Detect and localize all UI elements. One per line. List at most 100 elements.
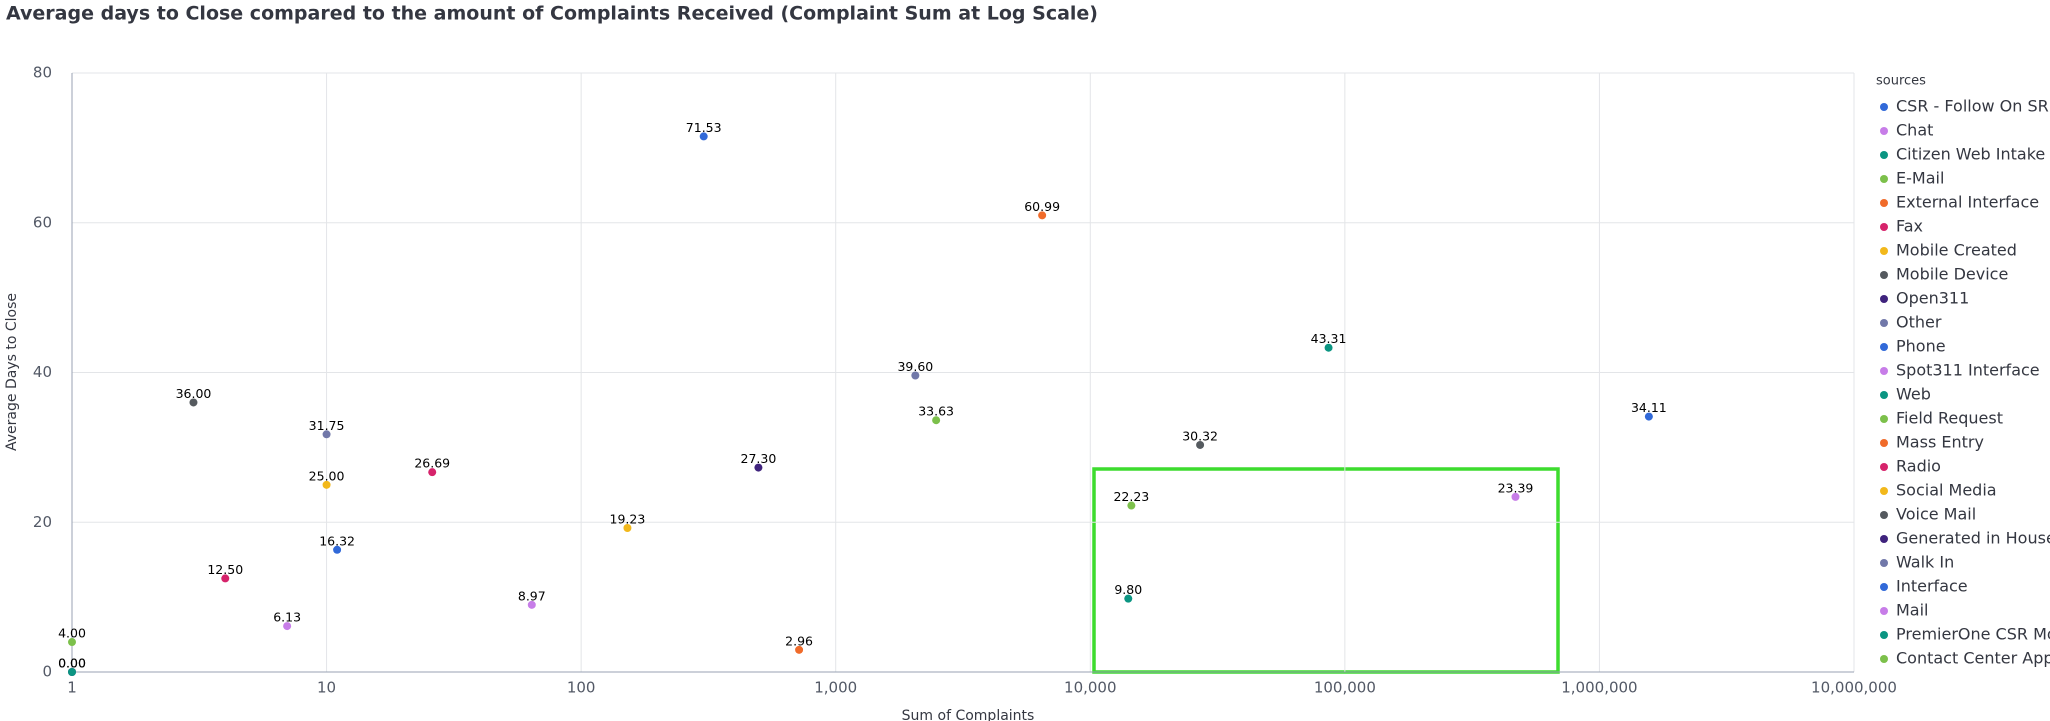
legend-swatch [1880,127,1888,135]
point [911,371,920,380]
point [1196,440,1205,449]
legend-label: Web [1896,385,1931,404]
value-label: 31.75 [309,418,345,433]
value-label: 25.00 [309,468,345,483]
value-label: 43.31 [1311,331,1347,346]
point [189,398,198,407]
value-label: 23.39 [1498,480,1534,495]
value-label: 12.50 [207,562,243,577]
chart-title: Average days to Close compared to the am… [6,3,1098,25]
point [333,545,342,554]
x-tick-label: 1,000,000 [1561,679,1637,697]
point [1324,343,1333,352]
legend-swatch [1880,151,1888,159]
legend-swatch [1880,607,1888,615]
point [68,638,76,647]
legend-label: Field Request [1896,409,2003,428]
point [1127,501,1136,510]
point [1644,412,1653,421]
value-label: 36.00 [176,386,212,401]
value-label: 16.32 [319,533,355,548]
y-tick-label: 80 [33,64,52,82]
legend-label: PremierOne CSR Mob [1896,625,2050,644]
highlight-box [1092,467,1560,674]
legend-title: sources [1876,74,1926,89]
value-label: 0.00 [58,656,86,671]
y-tick-label: 60 [33,213,52,231]
value-label: 33.63 [918,404,954,419]
legend-label: Social Media [1896,481,1997,500]
legend-label: Mail [1896,601,1929,620]
legend-label: Contact Center App [1896,649,2050,668]
y-axis-title: Average Days to Close [4,293,20,451]
value-label: 34.11 [1631,400,1667,415]
value-label: 27.30 [741,451,777,466]
x-tick-label: 100,000 [1314,679,1376,697]
point [322,480,331,489]
legend-swatch [1880,535,1888,543]
legend-swatch [1880,343,1888,351]
legend-label: Phone [1896,337,1946,356]
value-label: 71.53 [686,120,722,135]
legend-swatch [1880,655,1888,663]
value-label: 30.32 [1182,428,1218,443]
legend-label: Mass Entry [1896,433,1984,452]
x-tick-label: 1 [67,679,77,697]
legend-swatch [1880,511,1888,519]
y-tick-label: 0 [42,663,52,681]
legend-label: Chat [1896,121,1933,140]
x-tick-label: 100 [567,679,596,697]
legend-swatch [1880,271,1888,279]
legend-label: CSR - Follow On SR [1896,97,2049,116]
legend-swatch [1880,223,1888,231]
x-tick-label: 10,000,000 [1811,679,1897,697]
point [754,463,763,472]
legend-swatch [1880,367,1888,375]
point [527,600,536,609]
value-label: 26.69 [414,456,450,471]
point [932,416,941,425]
value-label: 60.99 [1024,199,1060,214]
value-label: 2.96 [785,633,813,648]
legend-label: Fax [1896,217,1923,236]
legend-swatch [1880,247,1888,255]
value-label: 39.60 [897,359,933,374]
point [623,524,632,533]
legend-swatch [1880,103,1888,111]
legend-swatch [1880,439,1888,447]
value-label: 0.00 [58,656,86,671]
point [428,468,437,477]
legend-swatch [1880,319,1888,327]
legend-label: E-Mail [1896,169,1944,188]
value-label: 9.80 [1114,582,1142,597]
point [221,574,230,583]
legend-label: Generated in House [1896,529,2050,548]
legend-label: Interface [1896,577,1968,596]
legend-swatch [1880,391,1888,399]
point [795,645,804,654]
point [322,430,331,439]
point [1038,211,1047,220]
point [699,132,708,141]
legend-label: Mobile Device [1896,265,2008,284]
legend-swatch [1880,487,1888,495]
legend-label: Other [1896,313,1942,332]
legend-label: Walk In [1896,553,1954,572]
legend-label: Open311 [1896,289,1969,308]
legend-swatch [1880,463,1888,471]
legend-label: Mobile Created [1896,241,2017,260]
legend-label: Citizen Web Intake [1896,145,2045,164]
legend-swatch [1880,199,1888,207]
value-label: 8.97 [518,588,546,603]
point [1124,594,1133,603]
legend-swatch [1880,295,1888,303]
y-tick-label: 20 [33,513,52,531]
legend-swatch [1880,559,1888,567]
legend-label: Voice Mail [1896,505,1976,524]
legend-label: External Interface [1896,193,2039,212]
value-label: 19.23 [610,512,646,527]
legend-swatch [1880,631,1888,639]
point [68,668,76,676]
x-tick-label: 1,000 [814,679,857,697]
